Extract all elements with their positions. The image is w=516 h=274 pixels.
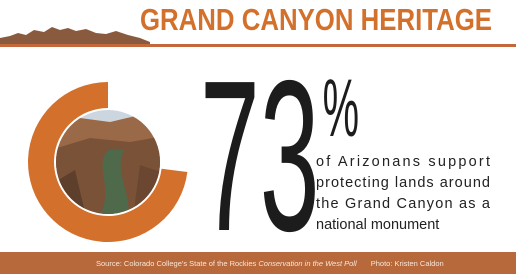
- caption-line: national monument: [316, 217, 439, 233]
- caption-line: the Grand Canyon as a: [316, 196, 491, 212]
- caption-line: of Arizonans support: [316, 154, 490, 170]
- title: GRAND CANYON HERITAGE: [140, 2, 492, 37]
- source-title: Conservation in the West Poll: [258, 259, 357, 268]
- photo-credit: Photo: Kristen Caldon: [371, 259, 444, 268]
- source: Source: Colorado College's State of the …: [96, 259, 257, 268]
- footer-text: Source: Colorado College's State of the …: [96, 259, 444, 268]
- skyline: [0, 27, 150, 46]
- infographic: GRAND CANYON HERITAGE 73% of Arizonans s…: [0, 0, 516, 274]
- caption-line: protecting lands around: [316, 175, 490, 191]
